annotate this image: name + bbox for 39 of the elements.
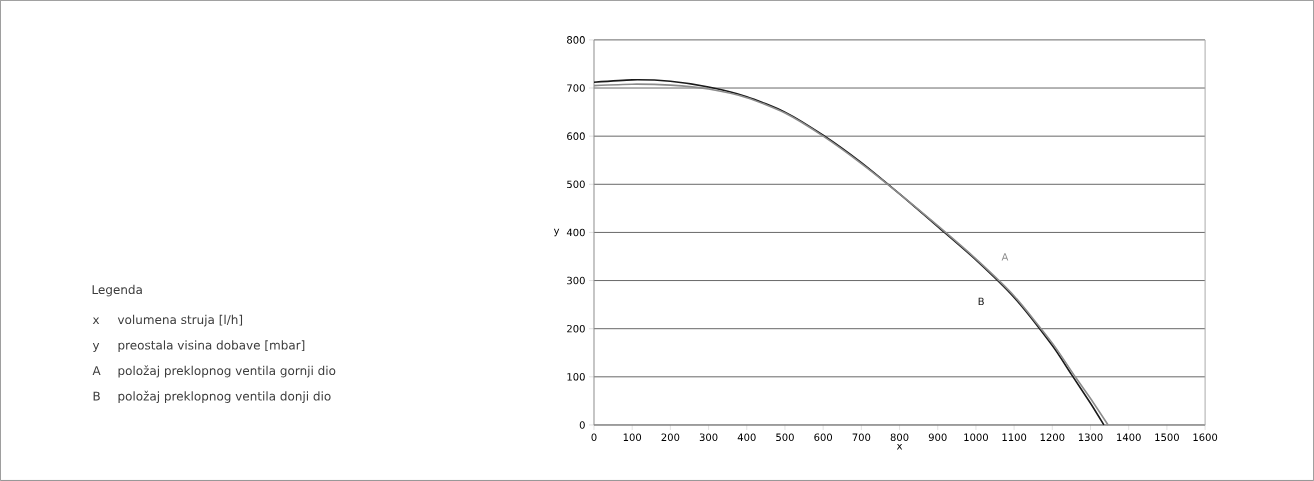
- y-axis-title: y: [553, 228, 560, 237]
- x-tick-label: 1400: [1117, 433, 1141, 442]
- x-tick-label: 100: [623, 433, 642, 442]
- x-tick-label: 800: [890, 433, 909, 442]
- y-tick-label: 0: [579, 421, 585, 429]
- y-tick-label: 200: [567, 324, 585, 333]
- text: položaj preklopnog ventila gornji dio: [118, 365, 336, 378]
- series-label: A: [1001, 253, 1009, 261]
- x-tick-label: 1000: [964, 433, 988, 442]
- x-tick-label: 700: [852, 433, 871, 442]
- text: x: [92, 317, 100, 324]
- x-tick-label: 300: [699, 433, 718, 442]
- x-tick-label: 500: [776, 433, 794, 442]
- y-tick-label: 500: [567, 180, 585, 189]
- y-tick-label: 300: [567, 276, 585, 285]
- x-tick-label: 600: [814, 433, 833, 442]
- x-tick-label: 1200: [1040, 433, 1065, 442]
- x-tick-label: 200: [661, 433, 680, 442]
- text: y: [92, 342, 100, 352]
- x-tick-label: 1300: [1078, 433, 1103, 442]
- y-tick-label: 800: [567, 36, 585, 44]
- x-tick-label: 1600: [1193, 433, 1218, 442]
- x-tick-label: 1500: [1155, 433, 1179, 442]
- text: B: [978, 297, 984, 306]
- x-tick-label: 0: [591, 433, 597, 442]
- text: položaj preklopnog ventila donji dio: [118, 390, 331, 403]
- text: preostala visina dobave [mbar]: [118, 340, 305, 352]
- y-tick-label: 700: [567, 84, 585, 92]
- x-tick-label: 1100: [1002, 433, 1027, 442]
- x-tick-label: 900: [928, 433, 947, 442]
- text: A: [92, 366, 101, 376]
- text: volumena struja [l/h]: [117, 314, 243, 327]
- x-tick-label: 400: [737, 433, 756, 442]
- text: Legenda: [92, 284, 142, 297]
- x-axis-title: x: [896, 443, 903, 450]
- y-tick-label: 400: [566, 228, 585, 237]
- y-tick-label: 600: [567, 132, 585, 141]
- y-tick-label: 100: [567, 373, 585, 381]
- text: B: [93, 391, 100, 401]
